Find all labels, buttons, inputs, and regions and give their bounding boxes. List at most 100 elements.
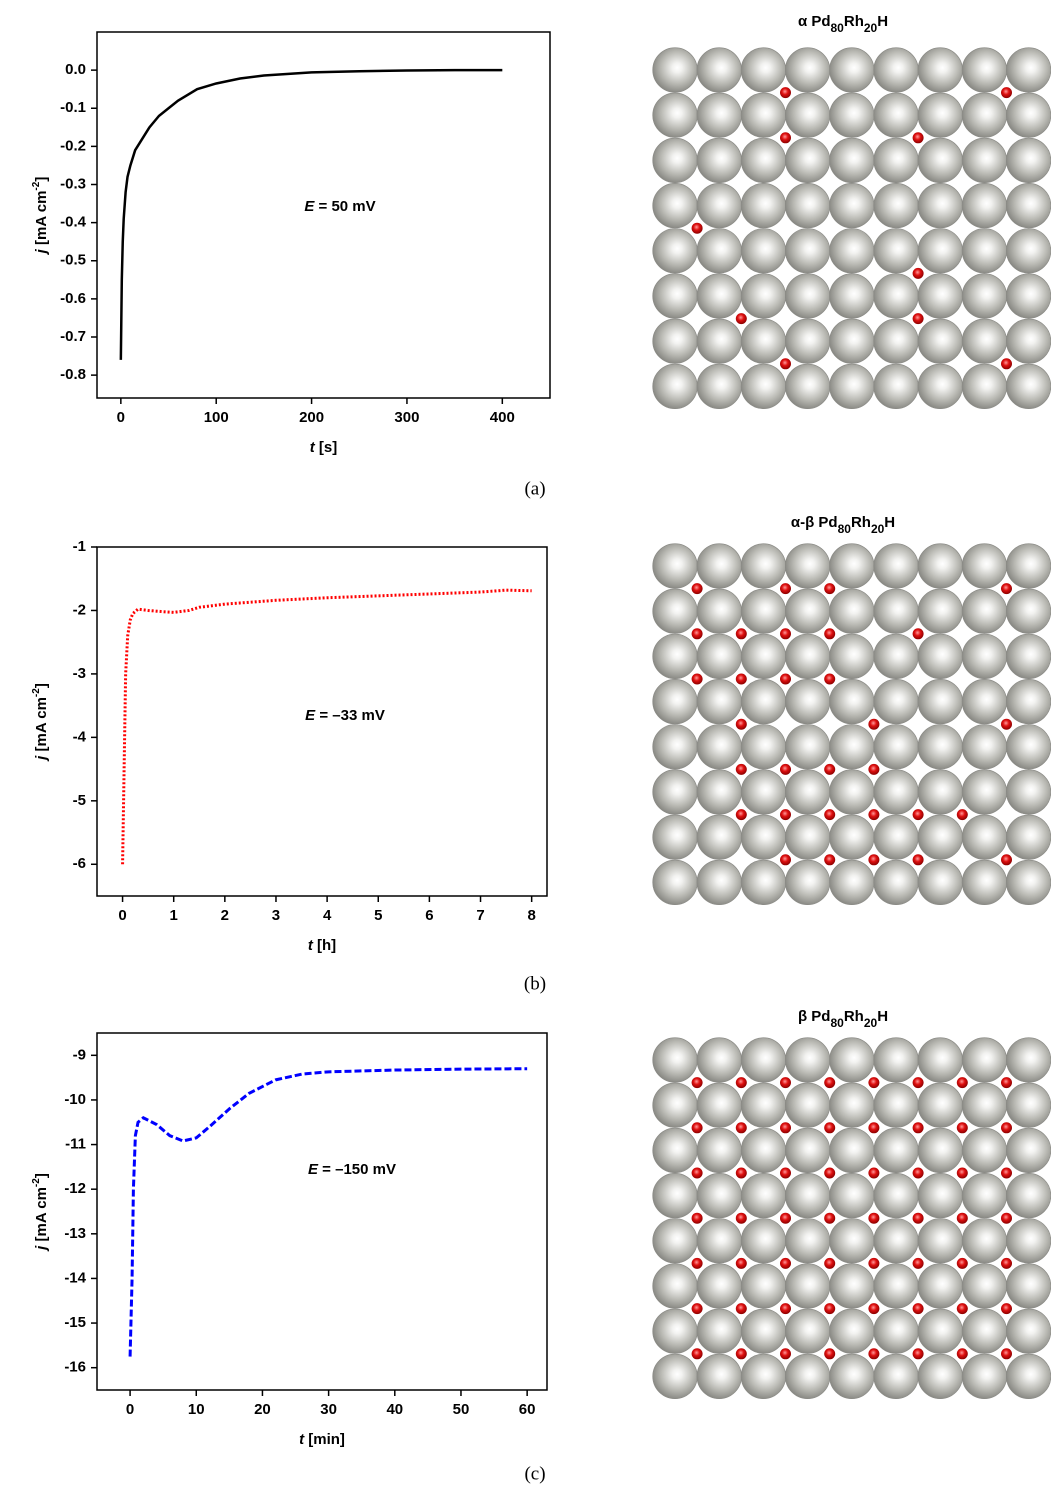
- pd-atom: [784, 1172, 831, 1219]
- y-axis-label-part: ]: [33, 1173, 50, 1178]
- pd-atom: [740, 228, 787, 274]
- h-atom: [1001, 718, 1012, 730]
- h-atom: [824, 1212, 836, 1224]
- pd-atom: [652, 1218, 698, 1264]
- pd-atom: [829, 1127, 875, 1173]
- pd-atom: [829, 724, 875, 770]
- pd-atom: [829, 859, 875, 906]
- pd-atom: [740, 543, 787, 589]
- x-axis-label-part: t: [310, 439, 316, 456]
- pd-atom: [1006, 1308, 1051, 1354]
- pd-atom: [784, 633, 831, 680]
- pd-atom: [873, 859, 919, 906]
- h-atom: [824, 583, 836, 595]
- h-atom: [691, 583, 703, 595]
- pd-atom: [652, 1037, 698, 1083]
- pd-atom: [696, 1218, 742, 1264]
- pd-atom: [696, 724, 742, 770]
- h-atom: [691, 1212, 703, 1224]
- pd-atom: [1006, 679, 1051, 725]
- pd-atom: [961, 588, 1008, 634]
- pd-atom: [740, 1082, 787, 1128]
- x-tick-label: 0: [117, 409, 125, 426]
- y-tick-label: -6: [73, 855, 86, 872]
- data-line: [128, 1067, 528, 1357]
- pd-atom: [652, 228, 698, 274]
- pd-atom: [917, 588, 963, 634]
- h-atom: [735, 313, 747, 325]
- x-axis-label-part: [s]: [315, 439, 338, 456]
- pd-atom: [1006, 859, 1051, 905]
- pd-atom: [829, 588, 875, 634]
- pd-atom: [961, 228, 1008, 274]
- pd-atom: [1006, 137, 1051, 183]
- h-atom: [735, 1212, 747, 1224]
- pd-atom: [917, 814, 963, 860]
- pd-atom: [873, 814, 919, 860]
- pd-atom: [740, 1353, 787, 1399]
- y-tick-label: -0.1: [60, 99, 86, 116]
- pd-atom: [652, 92, 698, 138]
- h-atom: [912, 854, 924, 866]
- pd-atom: [829, 47, 875, 93]
- y-tick-label: -14: [64, 1269, 86, 1286]
- h-atom: [780, 1257, 791, 1269]
- pd-atom: [696, 92, 742, 138]
- pd-atom: [961, 1353, 1008, 1399]
- pd-atom: [873, 47, 919, 93]
- y-axis-label-part: j: [33, 248, 50, 255]
- structure-title-part: 20: [871, 522, 885, 536]
- h-atom: [912, 1167, 924, 1179]
- pd-atom: [961, 724, 1008, 770]
- y-tick-label: -0.7: [60, 328, 86, 345]
- y-axis-label: j [mA cm-2]: [31, 177, 50, 256]
- h-atom: [824, 854, 836, 866]
- pd-atom: [696, 769, 742, 815]
- x-axis-label-part: [min]: [304, 1431, 345, 1448]
- y-axis-label: j [mA cm-2]: [31, 1173, 50, 1252]
- pd-atom: [873, 183, 919, 229]
- h-atom: [1001, 1122, 1012, 1134]
- pd-atom: [784, 1218, 831, 1264]
- structure-title: α Pd80Rh20H: [798, 13, 888, 35]
- y-axis-label-part: -2: [31, 181, 42, 190]
- annotation-part: = –150 mV: [318, 1161, 396, 1178]
- y-tick-label: -16: [64, 1359, 86, 1376]
- x-axis-label-part: t: [308, 937, 314, 954]
- h-atom: [824, 1257, 836, 1269]
- pd-atom: [961, 1218, 1008, 1264]
- pd-atom: [696, 633, 742, 680]
- y-axis-label-part: -2: [31, 1178, 42, 1187]
- pd-atom: [961, 1037, 1008, 1083]
- pd-atom: [1006, 318, 1051, 364]
- pd-atom: [829, 678, 875, 725]
- pd-atom: [917, 1037, 963, 1083]
- pd-atom: [784, 363, 831, 410]
- pd-atom: [829, 363, 875, 410]
- pd-atom: [829, 1082, 875, 1128]
- pd-atom: [1006, 363, 1051, 409]
- pd-atom: [873, 678, 919, 725]
- pd-atom: [696, 814, 742, 860]
- h-atom: [868, 718, 880, 730]
- h-atom: [868, 809, 880, 821]
- x-tick-label: 6: [425, 907, 433, 924]
- pd-atom: [873, 1218, 919, 1264]
- data-line: [121, 588, 532, 865]
- pd-atom: [961, 1308, 1008, 1354]
- x-tick-label: 200: [299, 409, 324, 426]
- pd-atom: [652, 273, 698, 319]
- pd-atom: [873, 137, 919, 183]
- pd-atom: [1006, 1218, 1051, 1264]
- pd-atom: [652, 318, 698, 364]
- structure-title-part: H: [884, 514, 895, 531]
- y-tick-label: -11: [65, 1136, 86, 1153]
- pd-atom: [961, 814, 1008, 860]
- h-atom: [824, 1348, 836, 1360]
- pd-atom: [652, 1172, 698, 1219]
- y-tick-label: -3: [73, 665, 86, 682]
- y-tick-label: -10: [64, 1091, 86, 1108]
- pd-atom: [696, 1082, 742, 1128]
